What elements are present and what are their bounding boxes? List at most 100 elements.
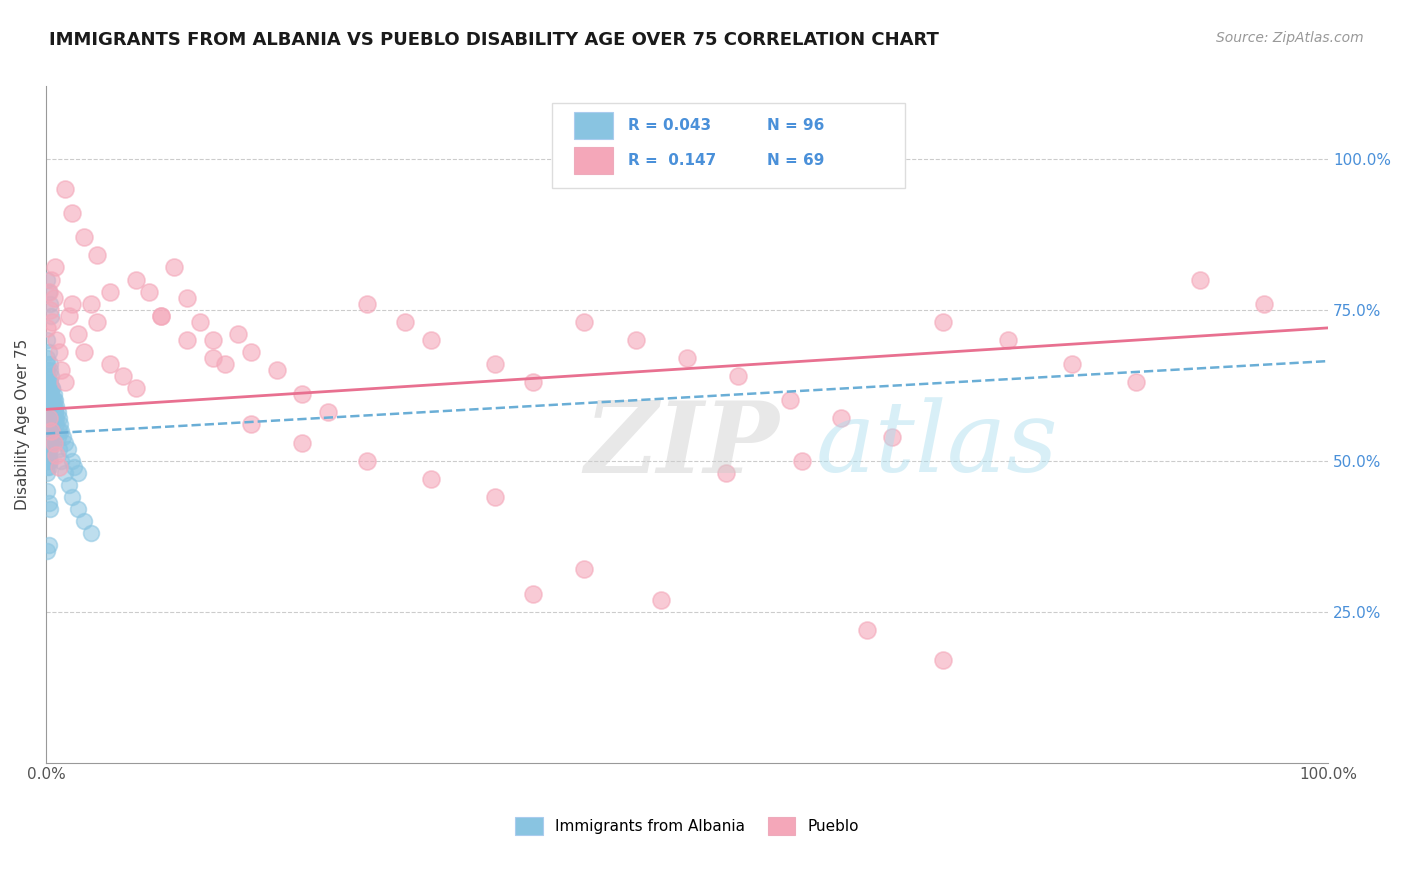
Point bbox=[66, 466, 89, 480]
Point bbox=[39, 411, 62, 425]
Point bbox=[188, 315, 211, 329]
Point bbox=[214, 357, 236, 371]
Point bbox=[46, 405, 69, 419]
Point bbox=[522, 586, 544, 600]
Point bbox=[38, 405, 60, 419]
FancyBboxPatch shape bbox=[553, 103, 905, 188]
Point bbox=[38, 429, 60, 443]
Point bbox=[38, 435, 60, 450]
Point bbox=[125, 272, 148, 286]
Point bbox=[41, 405, 63, 419]
Point bbox=[37, 429, 59, 443]
Point bbox=[266, 363, 288, 377]
Point bbox=[39, 435, 62, 450]
Point bbox=[58, 478, 80, 492]
Point bbox=[37, 466, 59, 480]
Point bbox=[1060, 357, 1083, 371]
Point bbox=[38, 442, 60, 456]
Point bbox=[240, 417, 263, 432]
Point bbox=[44, 405, 66, 419]
Point bbox=[42, 291, 65, 305]
Point bbox=[37, 411, 59, 425]
Point bbox=[38, 357, 60, 371]
Text: N = 69: N = 69 bbox=[766, 153, 824, 169]
Point bbox=[39, 400, 62, 414]
Point bbox=[45, 400, 67, 414]
Point bbox=[356, 453, 378, 467]
Point bbox=[38, 345, 60, 359]
Point bbox=[73, 345, 96, 359]
Point bbox=[37, 393, 59, 408]
Point bbox=[792, 453, 814, 467]
Point bbox=[356, 296, 378, 310]
Point bbox=[37, 351, 59, 365]
Text: IMMIGRANTS FROM ALBANIA VS PUEBLO DISABILITY AGE OVER 75 CORRELATION CHART: IMMIGRANTS FROM ALBANIA VS PUEBLO DISABI… bbox=[49, 31, 939, 49]
Point bbox=[37, 272, 59, 286]
Point bbox=[60, 296, 83, 310]
Point bbox=[37, 405, 59, 419]
Point bbox=[60, 206, 83, 220]
Point bbox=[38, 405, 60, 419]
Point bbox=[38, 302, 60, 317]
Point bbox=[932, 653, 955, 667]
Point bbox=[38, 453, 60, 467]
Point bbox=[38, 387, 60, 401]
Point bbox=[60, 453, 83, 467]
Point bbox=[727, 369, 749, 384]
Point bbox=[163, 260, 186, 275]
Y-axis label: Disability Age Over 75: Disability Age Over 75 bbox=[15, 339, 30, 510]
Point bbox=[51, 453, 73, 467]
Point bbox=[37, 424, 59, 438]
Text: N = 96: N = 96 bbox=[766, 118, 824, 133]
Point bbox=[38, 459, 60, 474]
Point bbox=[1253, 296, 1275, 310]
Point bbox=[882, 429, 904, 443]
Point bbox=[49, 417, 72, 432]
Point bbox=[38, 417, 60, 432]
Point bbox=[38, 381, 60, 395]
Point bbox=[45, 333, 67, 347]
Point bbox=[41, 381, 63, 395]
Text: atlas: atlas bbox=[815, 397, 1059, 492]
Point bbox=[44, 405, 66, 419]
Point bbox=[624, 333, 647, 347]
Point bbox=[41, 315, 63, 329]
Point bbox=[58, 309, 80, 323]
Point bbox=[53, 435, 76, 450]
Point bbox=[484, 357, 506, 371]
Point bbox=[37, 544, 59, 558]
Point bbox=[37, 483, 59, 498]
Point bbox=[522, 375, 544, 389]
Point bbox=[37, 400, 59, 414]
Point bbox=[419, 472, 441, 486]
Point bbox=[125, 381, 148, 395]
Point bbox=[38, 424, 60, 438]
Point bbox=[37, 381, 59, 395]
Point bbox=[997, 333, 1019, 347]
Point bbox=[86, 315, 108, 329]
Point bbox=[53, 182, 76, 196]
Point bbox=[42, 393, 65, 408]
Point bbox=[42, 411, 65, 425]
Point bbox=[38, 411, 60, 425]
Point bbox=[38, 393, 60, 408]
Point bbox=[38, 502, 60, 516]
Point bbox=[240, 345, 263, 359]
Point bbox=[63, 459, 86, 474]
Point bbox=[42, 400, 65, 414]
Point bbox=[44, 393, 66, 408]
Point bbox=[48, 411, 70, 425]
Point bbox=[45, 448, 67, 462]
Point bbox=[48, 424, 70, 438]
Point bbox=[37, 387, 59, 401]
Point bbox=[291, 435, 314, 450]
Point bbox=[37, 459, 59, 474]
Legend: Immigrants from Albania, Pueblo: Immigrants from Albania, Pueblo bbox=[509, 811, 865, 840]
Point bbox=[73, 230, 96, 244]
Point bbox=[60, 490, 83, 504]
Point bbox=[73, 514, 96, 528]
Point bbox=[38, 296, 60, 310]
Point bbox=[932, 315, 955, 329]
Point bbox=[51, 363, 73, 377]
Point bbox=[41, 393, 63, 408]
